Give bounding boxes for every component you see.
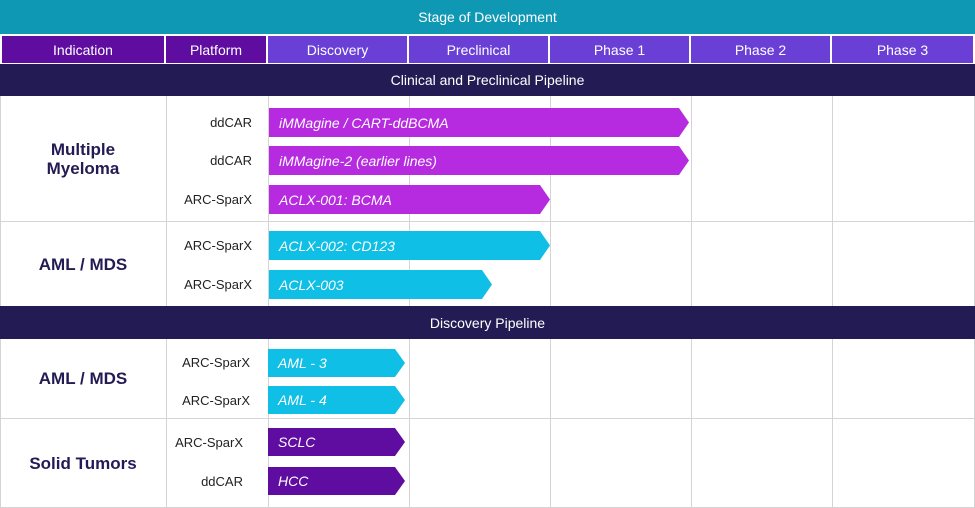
program-bar-aml-4: AML - 4 [268, 386, 405, 414]
column-header-phase-3: Phase 3 [832, 36, 973, 63]
grid-line [166, 96, 167, 306]
grid-line [0, 418, 975, 419]
stage-of-development-header: Stage of Development [0, 0, 975, 34]
platform-label: ARC-SparX [175, 435, 243, 450]
grid-line [691, 339, 692, 508]
grid-line [832, 339, 833, 508]
program-bar-immagine: iMMagine / CART-ddBCMA [269, 108, 689, 137]
grid-line [166, 339, 167, 508]
grid-line [0, 339, 1, 508]
platform-label: ARC-SparX [182, 355, 250, 370]
grid-line [832, 96, 833, 306]
grid-line [268, 339, 269, 508]
platform-label: ARC-SparX [184, 238, 252, 253]
column-header-discovery: Discovery [268, 36, 407, 63]
platform-label: ddCAR [201, 474, 243, 489]
grid-line [409, 339, 410, 508]
section-band-clinical: Clinical and Preclinical Pipeline [0, 64, 975, 96]
program-bar-aml-3: AML - 3 [268, 349, 405, 377]
grid-line [550, 96, 551, 306]
indication-aml-mds: AML / MDS [38, 369, 128, 388]
program-bar-aclx-003: ACLX-003 [269, 270, 492, 299]
indication-solid-tumors: Solid Tumors [29, 453, 137, 473]
program-bar-aclx-002: ACLX-002: CD123 [269, 231, 550, 260]
grid-line [691, 96, 692, 306]
indication-multiple-myeloma: Multiple Myeloma [46, 140, 120, 178]
column-header-platform: Platform [166, 36, 266, 63]
grid-line [0, 221, 975, 222]
platform-label: ARC-SparX [184, 277, 252, 292]
program-bar-aclx-001: ACLX-001: BCMA [269, 185, 550, 214]
program-bar-immagine-2: iMMagine-2 (earlier lines) [269, 146, 689, 175]
column-header-phase-2: Phase 2 [691, 36, 830, 63]
program-bar-sclc: SCLC [268, 428, 405, 456]
grid-line [550, 339, 551, 508]
platform-label: ARC-SparX [184, 192, 252, 207]
column-header-indication: Indication [2, 36, 164, 63]
indication-aml-mds: AML / MDS [38, 254, 128, 274]
column-header-phase-1: Phase 1 [550, 36, 689, 63]
section-band-discovery: Discovery Pipeline [0, 306, 975, 339]
grid-line [268, 96, 269, 306]
column-header-preclinical: Preclinical [409, 36, 548, 63]
platform-label: ddCAR [210, 153, 252, 168]
platform-label: ARC-SparX [182, 393, 250, 408]
grid-line [0, 96, 1, 306]
program-bar-hcc: HCC [268, 467, 405, 495]
platform-label: ddCAR [210, 115, 252, 130]
